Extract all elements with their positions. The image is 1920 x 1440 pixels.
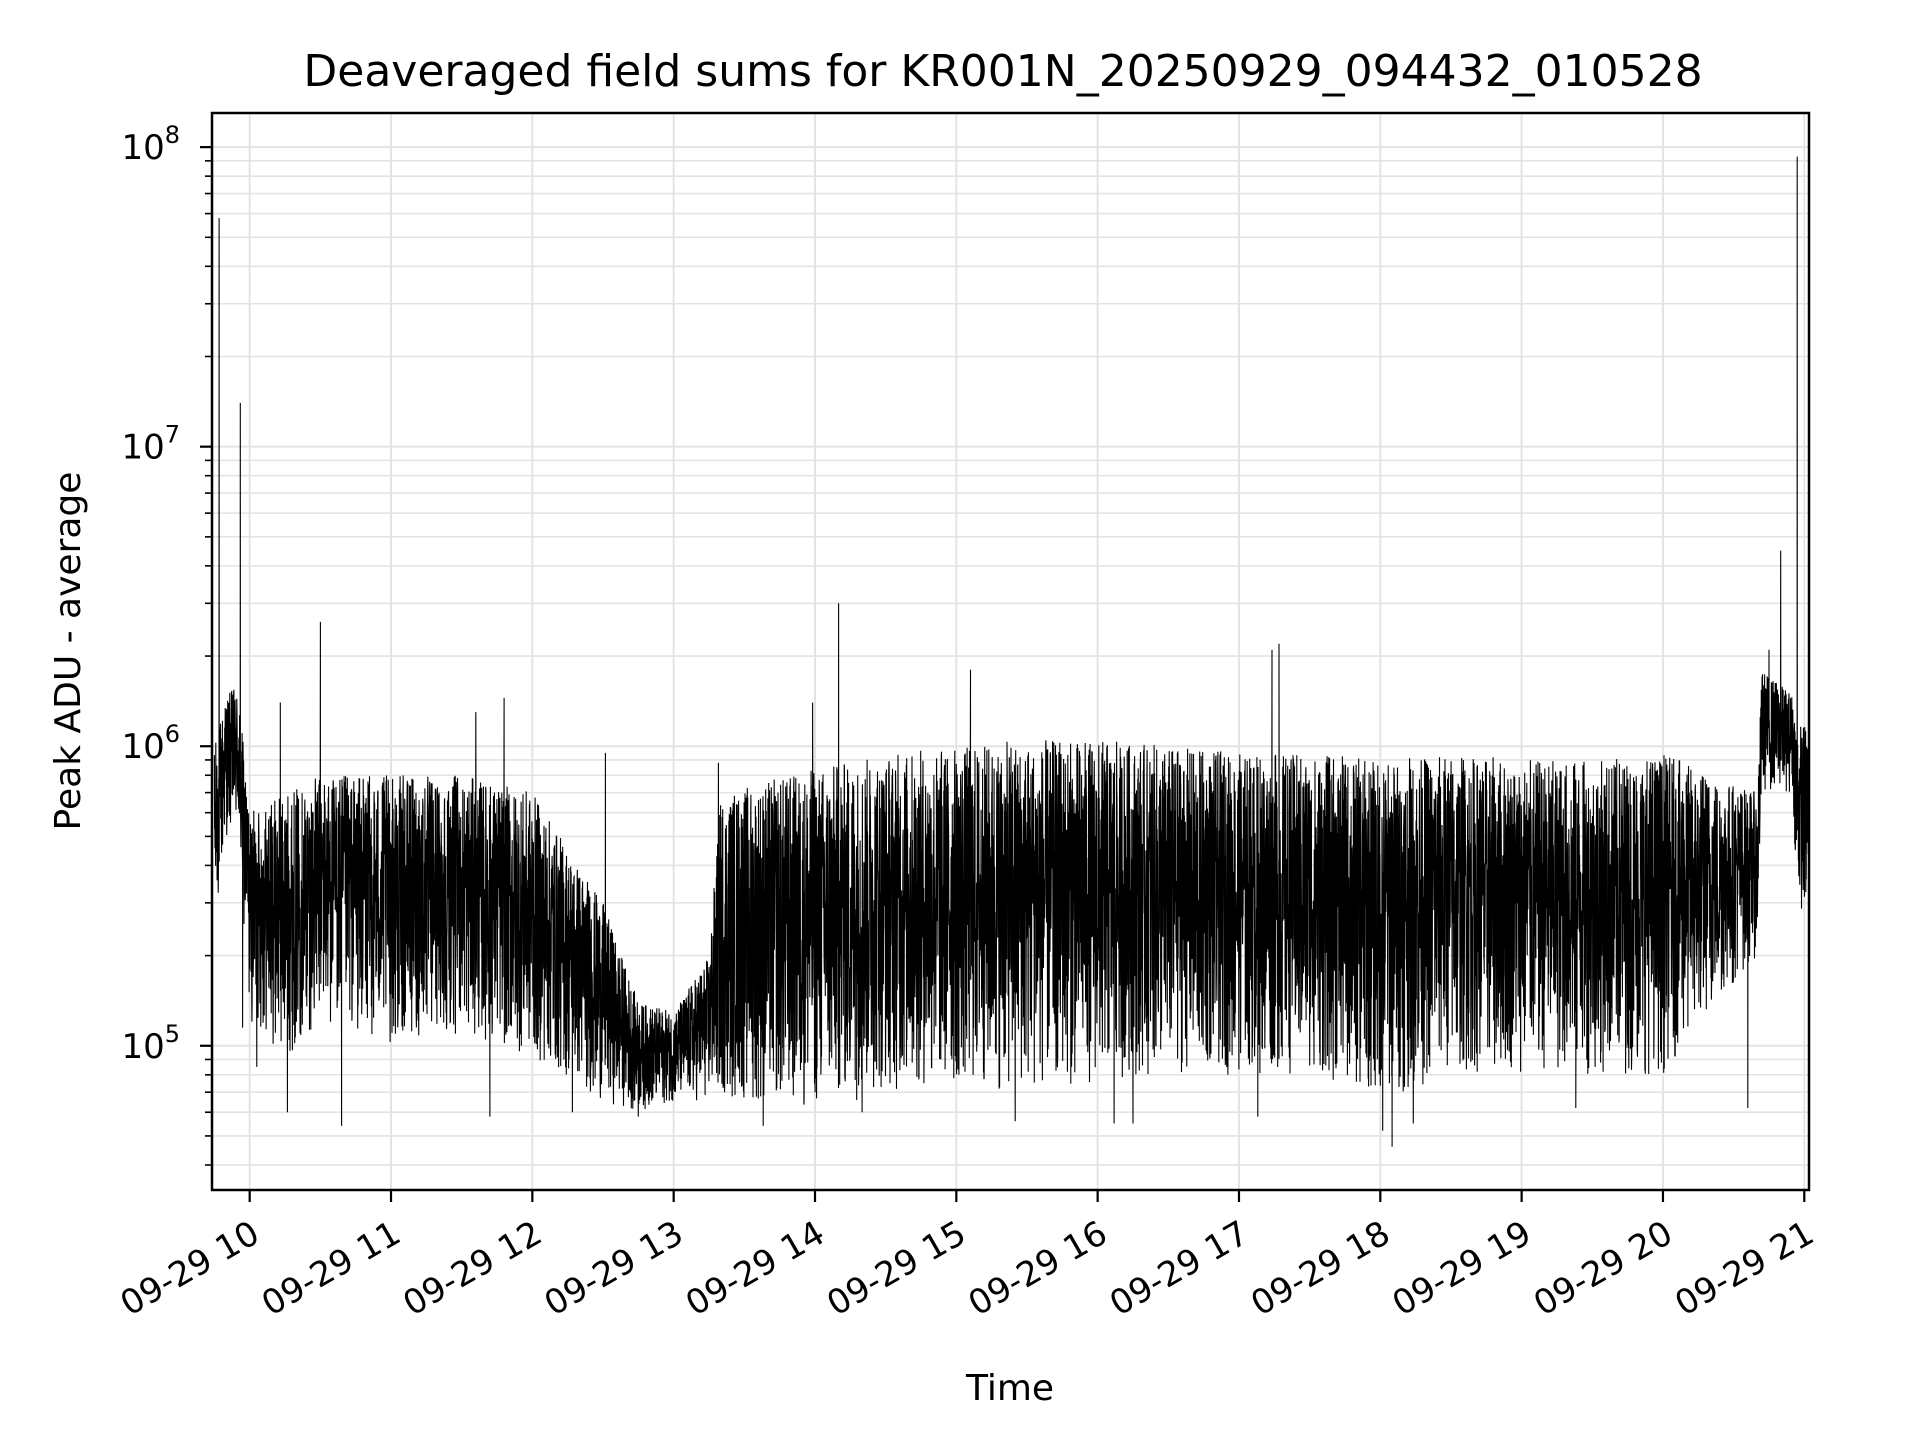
- plot-area: [213, 156, 1809, 1147]
- chart-title: Deaveraged field sums for KR001N_2025092…: [303, 46, 1702, 97]
- x-axis-label: Time: [965, 1368, 1054, 1409]
- y-tick-label-exponent: 6: [165, 720, 180, 748]
- y-tick-label: 107: [121, 421, 180, 468]
- y-tick-label: 106: [121, 720, 180, 767]
- y-tick-label-exponent: 5: [165, 1020, 180, 1048]
- y-axis-label: Peak ADU - average: [48, 472, 89, 831]
- y-tick-label-base: 10: [121, 428, 164, 468]
- y-tick-label: 105: [121, 1020, 180, 1067]
- y-tick-label-exponent: 8: [165, 121, 180, 149]
- y-tick-label-base: 10: [121, 1027, 164, 1067]
- plot-frame: [210, 111, 1811, 1192]
- y-tick-label: 108: [121, 121, 180, 168]
- y-tick-label-base: 10: [121, 727, 164, 767]
- y-tick-label-exponent: 7: [165, 421, 180, 449]
- y-tick-label-base: 10: [121, 128, 164, 168]
- series-line: [213, 156, 1809, 1147]
